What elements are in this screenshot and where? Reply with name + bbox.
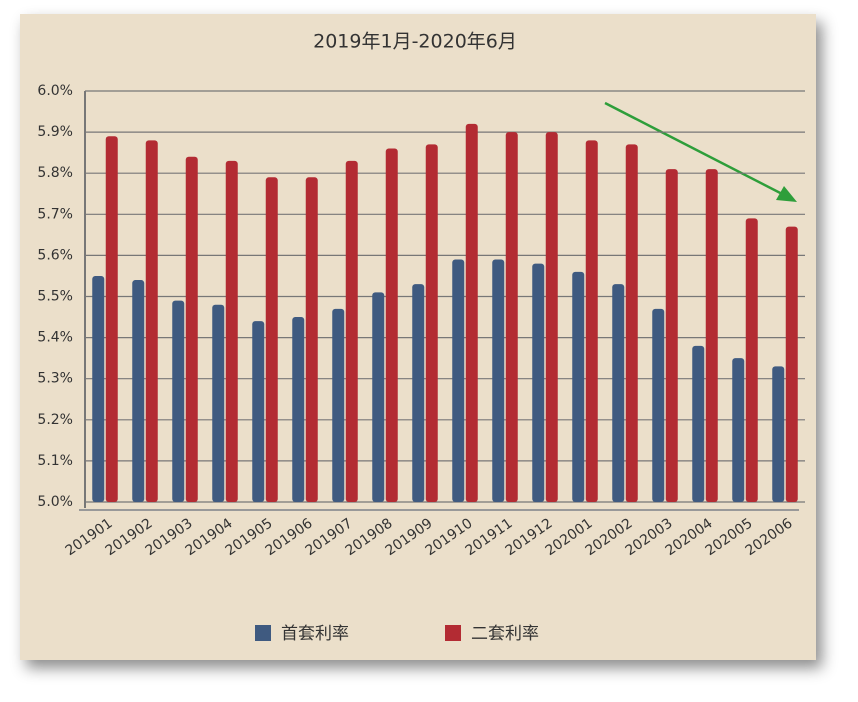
- bar: [425, 144, 438, 502]
- bar: [505, 132, 518, 502]
- legend-swatch: [445, 625, 461, 641]
- bar: [785, 226, 798, 502]
- bar: [452, 259, 465, 502]
- y-tick-label: 5.3%: [37, 371, 73, 387]
- bar: [492, 259, 505, 502]
- y-tick-label: 5.2%: [37, 412, 73, 428]
- bar: [212, 304, 225, 502]
- chart-title: 2019年1月-2020年6月: [313, 31, 517, 53]
- bar: [465, 123, 478, 502]
- bar: [625, 144, 638, 502]
- bar: [772, 366, 785, 502]
- bar: [172, 300, 185, 502]
- bar: [532, 263, 545, 502]
- bar: [332, 308, 345, 502]
- legend-label: 首套利率: [281, 624, 349, 644]
- bar: [665, 169, 678, 502]
- bar: [105, 136, 118, 502]
- y-tick-label: 5.1%: [37, 453, 73, 469]
- bar: [252, 321, 265, 502]
- legend-swatch: [255, 625, 271, 641]
- bar: [705, 169, 718, 502]
- bar: [305, 177, 318, 502]
- y-tick-label: 5.0%: [37, 494, 73, 510]
- y-tick-label: 5.7%: [37, 206, 73, 222]
- y-tick-label: 6.0%: [37, 83, 73, 99]
- bar: [265, 177, 278, 502]
- y-tick-label: 5.9%: [37, 124, 73, 140]
- bar: [292, 317, 305, 502]
- legend-label: 二套利率: [471, 624, 539, 644]
- bar: [132, 280, 145, 502]
- bar: [745, 218, 758, 502]
- bar: [612, 284, 625, 502]
- bar: [652, 308, 665, 502]
- y-tick-label: 5.5%: [37, 289, 73, 305]
- bar: [732, 358, 745, 502]
- bar: [372, 292, 385, 502]
- bar: [585, 140, 598, 502]
- bar: [185, 156, 198, 502]
- y-tick-label: 5.6%: [37, 247, 73, 263]
- y-tick-label: 5.4%: [37, 330, 73, 346]
- bar: [692, 345, 705, 502]
- y-tick-label: 5.8%: [37, 165, 73, 181]
- bar: [225, 160, 238, 502]
- trend-arrow: [604, 101, 791, 200]
- bar: [412, 284, 425, 502]
- bar: [345, 160, 358, 502]
- bar: [385, 148, 398, 503]
- bar: [92, 275, 105, 502]
- bar: [545, 132, 558, 502]
- bar: [572, 271, 585, 502]
- trend-arrow-head: [776, 186, 797, 202]
- bar: [145, 140, 158, 502]
